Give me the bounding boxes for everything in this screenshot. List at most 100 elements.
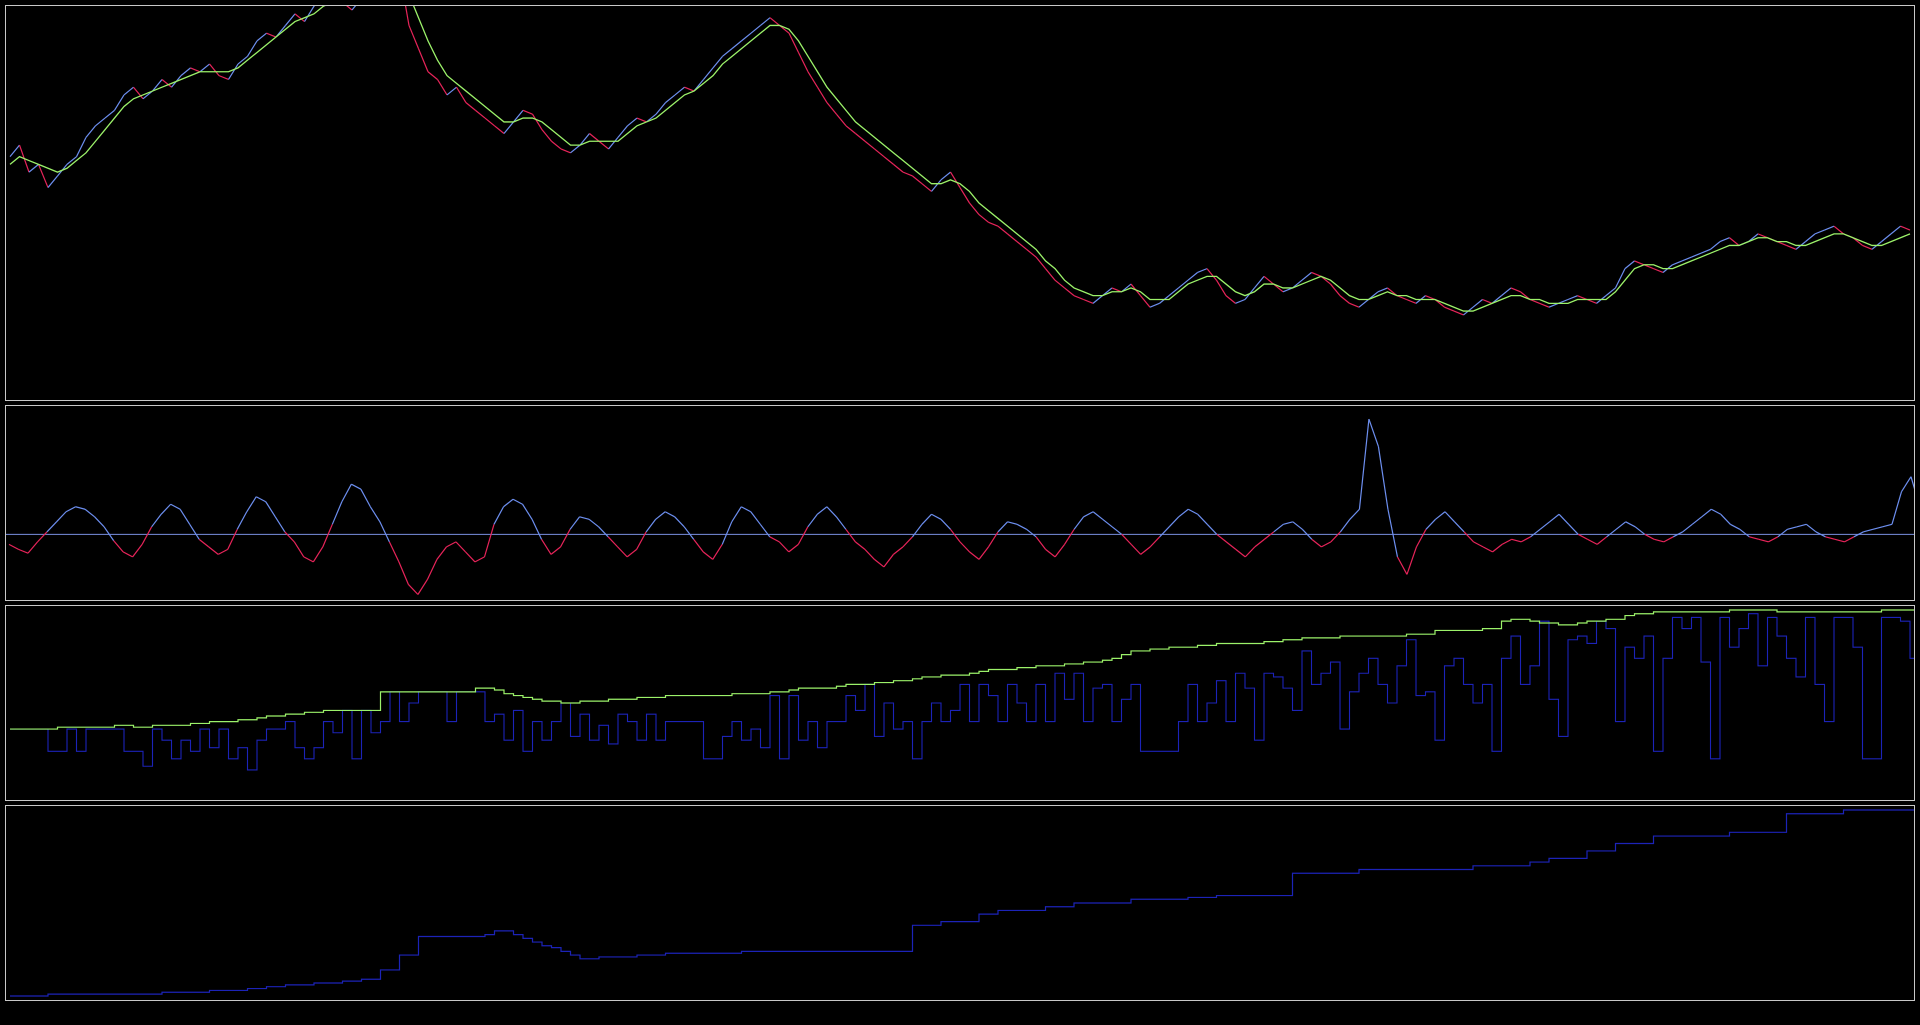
oscillator-segment — [1035, 536, 1047, 550]
moving-average-line — [9, 6, 1911, 312]
oscillator-segment — [1482, 546, 1493, 553]
oscillator-segment — [1463, 531, 1474, 543]
oscillator-segment — [56, 511, 67, 523]
oscillator-segment — [1682, 523, 1693, 533]
oscillator-segment — [1197, 513, 1208, 525]
oscillator-segment — [1358, 418, 1370, 510]
price-segment — [346, 6, 353, 11]
oscillator-segment — [1026, 528, 1037, 538]
oscillator-segment — [1064, 528, 1075, 545]
oscillator-chart — [6, 418, 1914, 595]
price-segment — [190, 67, 201, 73]
oscillator-segment — [931, 513, 942, 520]
price-segment — [1672, 260, 1683, 266]
price-segment — [598, 140, 609, 150]
oscillator-segment — [788, 543, 799, 553]
oscillator-segment — [807, 513, 818, 528]
oscillator-segment — [1444, 511, 1455, 523]
oscillator-segment — [769, 536, 780, 543]
oscillator-segment — [750, 511, 761, 525]
oscillator-segment — [360, 488, 371, 508]
oscillator-segment — [398, 561, 409, 585]
oscillator-segment — [18, 548, 29, 554]
oscillator-segment — [1054, 543, 1066, 558]
price-segment — [722, 48, 733, 57]
price-segment — [826, 102, 837, 115]
oscillator-segment — [1396, 556, 1408, 575]
price-segment — [741, 32, 752, 42]
price-segment — [351, 6, 357, 11]
oscillator-segment — [721, 521, 733, 545]
oscillator-segment — [293, 541, 305, 558]
oscillator-segment — [1454, 521, 1465, 533]
price-segment — [608, 136, 619, 150]
price-segment — [541, 129, 552, 142]
oscillator-segment — [940, 518, 951, 530]
oscillator-segment — [1863, 528, 1874, 533]
oscillator-segment — [388, 541, 400, 563]
oscillator-segment — [65, 506, 76, 513]
price-segment — [655, 102, 666, 115]
oscillator-segment — [84, 508, 95, 518]
oscillator-segment — [1149, 536, 1161, 548]
price-segment — [1016, 241, 1027, 250]
oscillator-segment — [312, 546, 324, 563]
oscillator-segment — [1777, 528, 1788, 538]
oscillator-segment — [1216, 533, 1227, 543]
oscillator-segment — [759, 523, 771, 538]
oscillator-segment — [1787, 526, 1798, 530]
oscillator-segment — [883, 554, 894, 568]
oscillator-segment — [1796, 523, 1807, 528]
price-segment — [1824, 225, 1835, 231]
oscillator-segment — [1501, 538, 1512, 545]
oscillator-segment — [1672, 531, 1684, 538]
price-segment — [1890, 225, 1901, 235]
oscillator-segment — [778, 541, 790, 553]
price-segment — [133, 86, 144, 100]
price-segment — [1215, 279, 1227, 296]
oscillator-segment — [1891, 491, 1903, 525]
price-segment — [940, 171, 951, 181]
price-segment — [1814, 229, 1825, 235]
oscillator-segment — [503, 498, 514, 508]
oscillator-segment — [693, 538, 704, 553]
oscillator-segment — [997, 521, 1008, 533]
price-segment — [579, 133, 590, 146]
oscillator-segment — [1140, 546, 1151, 555]
oscillator-segment — [1045, 548, 1056, 558]
oscillator-segment — [341, 483, 352, 503]
price-segment — [123, 86, 134, 96]
price-segment — [436, 79, 448, 96]
price-segment — [617, 125, 628, 138]
price-segment — [1054, 279, 1065, 289]
oscillator-segment — [1368, 418, 1380, 447]
oscillator-segment — [893, 546, 904, 555]
oscillator-segment — [446, 541, 457, 548]
price-segment — [750, 24, 761, 34]
oscillator-segment — [1730, 523, 1741, 530]
price-segment — [560, 148, 571, 154]
oscillator-segment — [1102, 518, 1113, 528]
price-segment — [769, 17, 780, 26]
price-segment — [427, 71, 438, 80]
price-segment — [997, 225, 1008, 235]
oscillator-segment — [1749, 536, 1759, 540]
price-segment — [674, 86, 685, 96]
price-segment — [731, 40, 742, 50]
price-segment — [1614, 268, 1626, 289]
price-segment — [1225, 295, 1236, 304]
oscillator-segment — [1225, 541, 1237, 550]
oscillator-segment — [331, 501, 343, 525]
oscillator-segment — [379, 521, 390, 543]
oscillator-segment — [465, 551, 476, 563]
price-segment — [627, 117, 638, 127]
oscillator-segment — [1654, 538, 1664, 543]
price-segment — [237, 55, 248, 65]
equity-panel — [5, 605, 1915, 801]
oscillator-segment — [407, 584, 419, 595]
oscillator-segment — [1511, 538, 1522, 543]
price-segment — [1453, 310, 1464, 316]
price-segment — [446, 86, 457, 96]
oscillator-segment — [1568, 523, 1579, 535]
